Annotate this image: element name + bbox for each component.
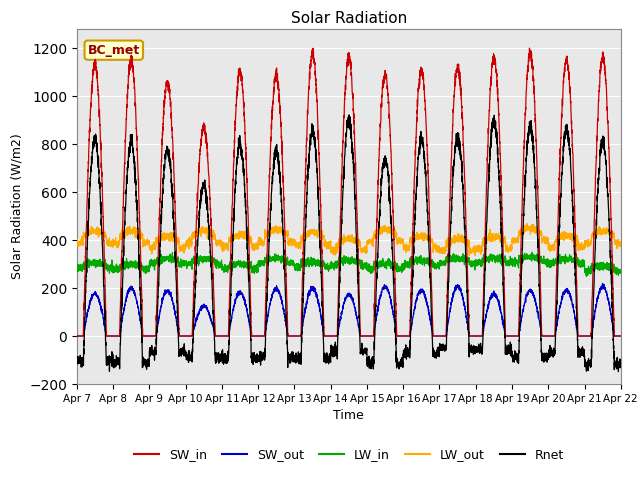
LW_out xyxy=(471,249,479,255)
SW_out xyxy=(471,333,479,339)
LW_out xyxy=(616,240,624,246)
Line: LW_out: LW_out xyxy=(77,224,621,256)
LW_out xyxy=(440,248,448,253)
Rnet xyxy=(441,347,449,352)
Rnet xyxy=(614,369,622,374)
LW_in xyxy=(529,249,536,255)
SW_out xyxy=(328,333,336,339)
SW_out xyxy=(617,333,625,339)
LW_in xyxy=(73,267,81,273)
LW_in xyxy=(502,255,509,261)
SW_out xyxy=(440,333,448,339)
SW_in xyxy=(73,333,81,339)
SW_in xyxy=(525,45,533,51)
LW_out xyxy=(502,245,509,251)
Line: SW_in: SW_in xyxy=(77,48,621,336)
SW_in xyxy=(471,333,479,339)
LW_out xyxy=(171,237,179,242)
Rnet xyxy=(617,363,625,369)
LW_in xyxy=(471,259,479,265)
Rnet xyxy=(73,357,81,363)
LW_in xyxy=(582,274,590,279)
SW_out xyxy=(73,333,81,339)
Line: SW_out: SW_out xyxy=(77,283,621,336)
SW_in xyxy=(617,333,625,339)
Rnet xyxy=(471,345,479,351)
SW_in xyxy=(171,186,179,192)
SW_in xyxy=(440,333,448,339)
SW_out xyxy=(598,280,606,286)
SW_in xyxy=(328,333,336,339)
LW_in xyxy=(328,263,336,269)
X-axis label: Time: Time xyxy=(333,409,364,422)
Rnet xyxy=(328,348,336,354)
Line: Rnet: Rnet xyxy=(77,115,621,372)
Rnet xyxy=(616,363,624,369)
SW_out xyxy=(616,333,624,339)
LW_out xyxy=(73,244,81,250)
Line: LW_in: LW_in xyxy=(77,252,621,276)
Rnet xyxy=(502,345,509,351)
Rnet xyxy=(171,231,179,237)
SW_in xyxy=(502,333,509,339)
Title: Solar Radiation: Solar Radiation xyxy=(291,11,407,26)
SW_out xyxy=(502,333,509,338)
LW_in xyxy=(617,269,625,275)
SW_out xyxy=(171,307,179,312)
Legend: SW_in, SW_out, LW_in, LW_out, Rnet: SW_in, SW_out, LW_in, LW_out, Rnet xyxy=(129,444,569,467)
LW_in xyxy=(171,256,179,262)
LW_out xyxy=(524,221,531,227)
Text: BC_met: BC_met xyxy=(88,44,140,57)
LW_in xyxy=(616,270,624,276)
LW_out xyxy=(617,239,625,245)
Y-axis label: Solar Radiation (W/m2): Solar Radiation (W/m2) xyxy=(11,133,24,279)
Rnet xyxy=(345,112,353,118)
SW_in xyxy=(616,333,624,339)
LW_in xyxy=(440,263,448,268)
LW_out xyxy=(472,253,479,259)
LW_out xyxy=(328,249,336,254)
